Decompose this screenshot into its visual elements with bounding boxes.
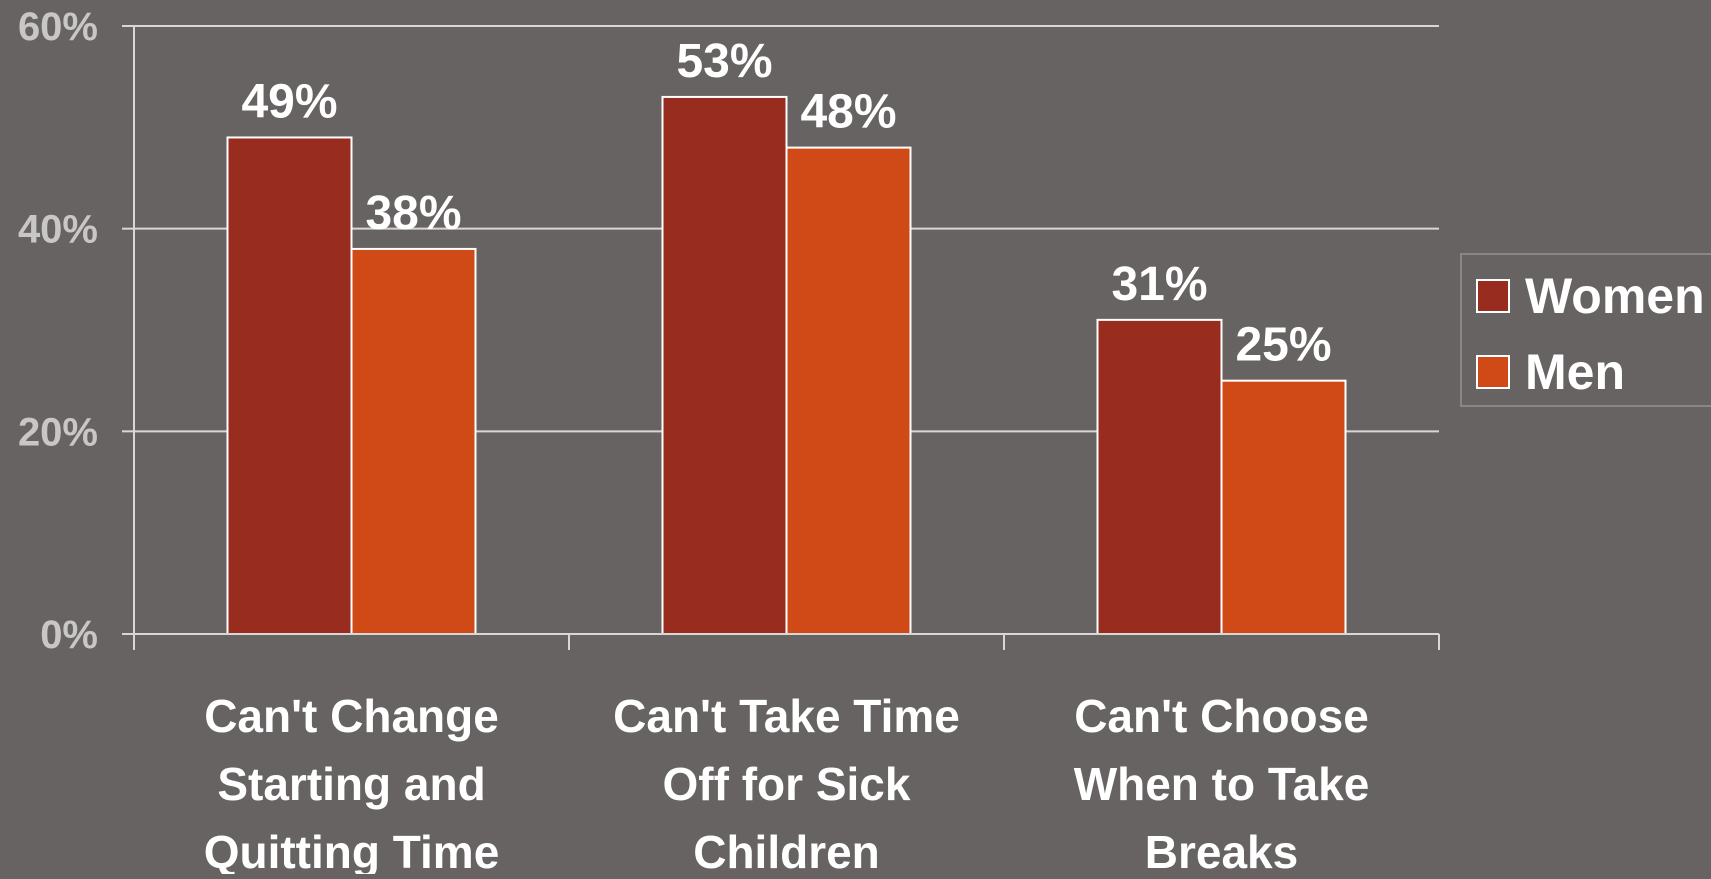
- y-axis-ticks: 0% 20% 40% 60%: [18, 5, 98, 657]
- x-category-label: Quitting Time: [204, 826, 500, 874]
- x-category-label: Can't Choose: [1074, 690, 1369, 742]
- x-category-label: Starting and: [217, 758, 485, 810]
- data-label-men-2: 25%: [1235, 319, 1331, 372]
- x-axis-category-labels: Can't Change Starting and Quitting Time Can…: [204, 690, 1370, 878]
- data-label-women-1: 53%: [676, 35, 772, 88]
- legend[interactable]: Women Men: [1460, 253, 1711, 407]
- data-label-women-0: 49%: [241, 75, 337, 128]
- data-labels: 49% 38% 53% 48% 31% 25%: [241, 35, 1331, 372]
- x-category-label: Off for Sick: [663, 758, 911, 810]
- data-label-women-2: 31%: [1111, 258, 1207, 311]
- data-label-men-0: 38%: [365, 187, 461, 240]
- legend-swatch-men: [1476, 355, 1510, 389]
- x-category-label: When to Take: [1074, 758, 1370, 810]
- legend-swatch-women: [1476, 279, 1510, 313]
- x-category-label: Breaks: [1145, 826, 1298, 874]
- y-tick-label: 0%: [40, 613, 98, 657]
- x-category-label: Can't Take Time: [613, 690, 960, 742]
- bars: [226, 95, 1347, 636]
- y-tick-label: 40%: [18, 208, 98, 252]
- x-category-label: Can't Change: [204, 690, 499, 742]
- bar-men-0: [350, 247, 477, 636]
- legend-label-women[interactable]: Women: [1525, 268, 1705, 324]
- data-label-men-1: 48%: [800, 86, 896, 139]
- y-tick-label: 20%: [18, 410, 98, 454]
- bar-women-2: [1096, 318, 1223, 635]
- legend-box: [1460, 253, 1711, 407]
- bar-women-0: [226, 136, 353, 635]
- y-tick-label: 60%: [18, 5, 98, 49]
- bar-women-1: [661, 95, 788, 635]
- bar-men-2: [1220, 379, 1347, 635]
- x-category-label: Children: [693, 826, 880, 874]
- axes: [133, 26, 1440, 650]
- legend-label-men[interactable]: Men: [1525, 344, 1625, 400]
- bar-men-1: [785, 146, 912, 635]
